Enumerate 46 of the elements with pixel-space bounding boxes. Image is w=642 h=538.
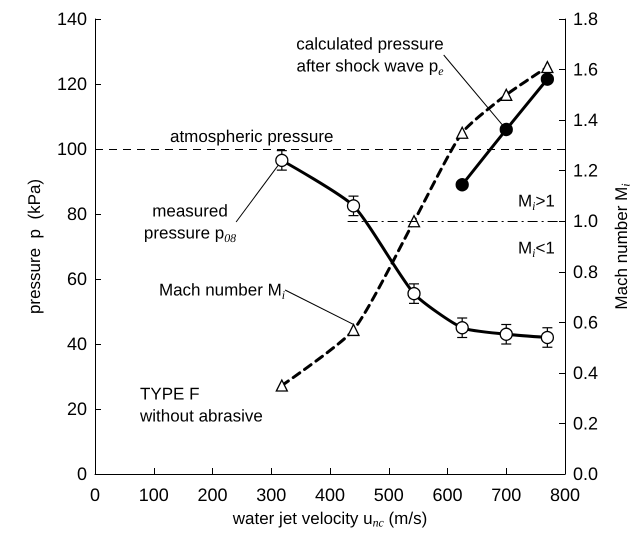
x-tick-label: 600 [432,485,463,505]
y-tick-label: 20 [66,399,87,419]
x-tick-label: 0 [90,485,100,505]
y2-tick-label: 0.2 [573,413,598,434]
point [456,126,468,139]
point [500,328,513,341]
point [540,72,554,86]
y2-tick-label: 1.6 [573,60,598,80]
y-tick-label: 120 [56,74,87,94]
point [456,178,469,192]
x-tick-label: 100 [138,485,169,505]
y2-tick-label: 0.0 [573,464,598,484]
point [540,330,554,344]
y2-tick-label: 1.0 [573,211,598,232]
y-tick-label: 60 [66,269,87,289]
y-tick-label: 100 [56,139,87,159]
x-tick-label: 400 [314,485,346,505]
point [276,379,288,392]
y2-tick-label: 1.8 [573,9,598,29]
y-tick-label: 0 [76,464,87,484]
y2-tick-label: 1.4 [573,110,598,130]
point [407,286,421,300]
point [500,122,513,136]
y-tick-label: 40 [66,334,87,354]
x-tick-label: 300 [256,485,286,505]
y2-axis-title: Mach number Mi [612,183,632,310]
ref-line-label: atmospheric pressure [170,127,334,146]
point [456,321,469,334]
y2-tick-label: 1.2 [573,160,598,181]
x-tick-label: 700 [491,485,522,505]
point [275,154,288,168]
y-tick-label: 140 [56,9,87,29]
point [346,199,360,213]
point [500,88,512,101]
y-tick-label: 80 [66,204,87,224]
x-tick-label: 800 [550,485,580,505]
y-axis-title: pressure p (kPa) [25,178,44,314]
x-tick-label: 500 [374,485,404,505]
point [541,60,554,74]
y2-tick-label: 0.8 [573,262,598,282]
annotation: TYPE F without abrasive [139,384,263,426]
x-tick-label: 200 [197,485,228,505]
y2-tick-label: 0.6 [573,312,598,332]
point [408,215,420,228]
point [347,324,360,336]
y2-tick-label: 0.4 [573,362,598,383]
